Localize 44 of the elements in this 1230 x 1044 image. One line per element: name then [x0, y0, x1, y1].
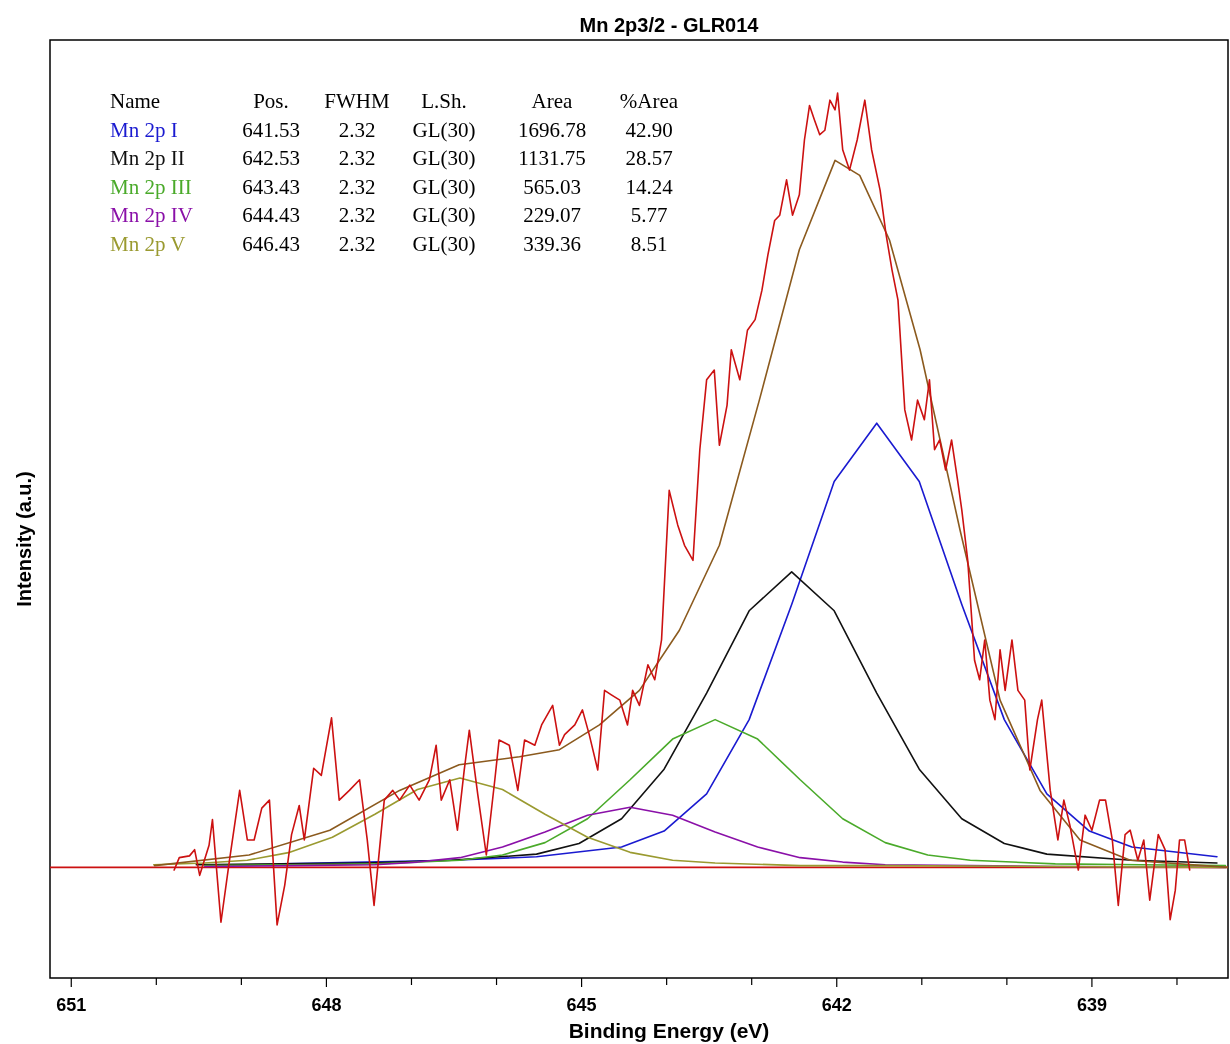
annotation: Pos. — [253, 89, 289, 113]
x-tick-label: 645 — [566, 995, 597, 1015]
y-axis-title: Intensity (a.u.) — [13, 471, 35, 607]
annotation: 646.43 — [242, 231, 300, 256]
annotation: L.Sh. — [421, 89, 467, 113]
annotation: 339.36 — [523, 231, 581, 256]
annotation: 644.43 — [242, 203, 300, 227]
annotation: GL(30) — [412, 203, 476, 227]
text: Mn 2p V — [110, 231, 186, 256]
annotation: FWHM — [324, 89, 390, 113]
annotation: 2.32 — [338, 117, 376, 142]
annotation: Area — [531, 89, 574, 113]
annotation: GL(30) — [412, 174, 476, 199]
annotation: 2.32 — [338, 146, 376, 170]
annotation: 14.24 — [625, 174, 674, 199]
annotation: GL(30) — [412, 146, 476, 170]
annotation: GL(30) — [412, 117, 476, 142]
annotation: 2.32 — [338, 203, 376, 227]
x-axis-title: Binding Energy (eV) — [568, 1019, 770, 1042]
text: Mn 2p I — [110, 117, 178, 142]
annotation: 2.32 — [338, 231, 376, 256]
annotation: 2.32 — [338, 174, 376, 199]
annotation: 642.53 — [242, 146, 300, 170]
annotation: 8.51 — [630, 231, 668, 256]
annotation: 1696.78 — [517, 117, 587, 142]
x-tick-label: 648 — [311, 995, 342, 1015]
x-tick-label: 639 — [1076, 995, 1107, 1015]
annotation: 229.07 — [523, 203, 581, 227]
legend-title: Name — [110, 89, 161, 113]
annotation: 565.03 — [523, 174, 581, 199]
x-tick-label: 651 — [56, 995, 87, 1015]
annotation: 28.57 — [625, 146, 673, 170]
annotation: 42.90 — [625, 117, 673, 142]
annotation: GL(30) — [412, 231, 476, 256]
annotation: %Area — [619, 89, 679, 113]
annotation: 1131.75 — [518, 146, 586, 170]
annotation: 5.77 — [630, 203, 668, 227]
text: Mn 2p III — [110, 174, 192, 199]
text: Mn 2p II — [110, 146, 185, 170]
annotation: 641.53 — [242, 117, 300, 142]
annotation: 643.43 — [242, 174, 300, 199]
x-tick-label: 642 — [821, 995, 852, 1015]
text: Mn 2p IV — [110, 203, 193, 227]
chart-title: Mn 2p3/2 - GLR014 — [579, 14, 760, 36]
